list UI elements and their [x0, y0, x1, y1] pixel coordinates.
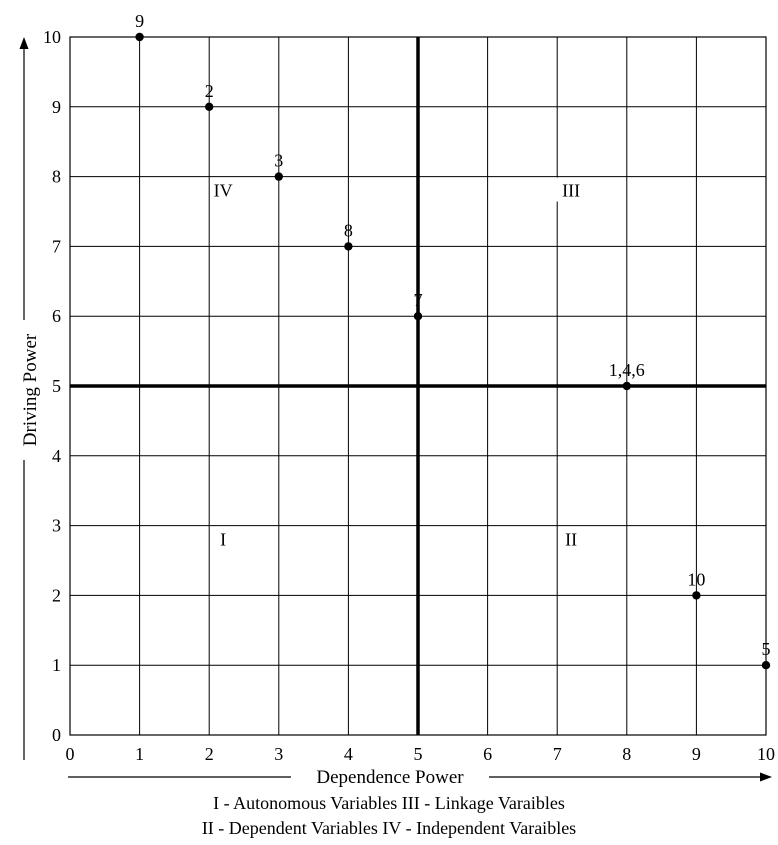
x-tick-label: 3 [274, 744, 283, 764]
x-tick-label: 4 [344, 744, 353, 764]
y-tick-label: 2 [52, 585, 61, 605]
legend-line-1: I - Autonomous Variables III - Linkage V… [0, 793, 778, 814]
x-tick-label: 9 [692, 744, 701, 764]
data-point-label: 3 [274, 151, 283, 171]
data-point [414, 312, 422, 320]
x-tick-label: 8 [622, 744, 631, 764]
y-tick-label: 5 [52, 376, 61, 396]
data-point [692, 591, 700, 599]
tick-labels: 0 1 2 3 4 5 6 7 8 9 10 0 1 2 3 4 5 6 7 8 9 10 [43, 27, 775, 764]
data-point-label: 8 [344, 220, 353, 240]
data-point [135, 33, 143, 41]
y-tick-label: 3 [52, 516, 61, 536]
data-point [205, 103, 213, 111]
x-tick-label: 5 [414, 744, 423, 764]
x-tick-label: 6 [483, 744, 492, 764]
x-tick-label: 2 [205, 744, 214, 764]
quadrant-label: II [565, 530, 577, 550]
x-axis-label: Dependence Power [316, 767, 464, 788]
y-tick-label: 6 [52, 306, 61, 326]
quadrant-label: I [220, 530, 226, 550]
x-tick-label: 10 [757, 744, 775, 764]
x-tick-label: 7 [553, 744, 562, 764]
y-tick-label: 7 [52, 236, 61, 256]
data-point-label: 10 [687, 569, 705, 589]
y-tick-label: 0 [52, 725, 61, 745]
y-tick-label: 8 [52, 167, 61, 187]
data-point-label: 5 [762, 639, 771, 659]
quadrant-label: IV [214, 181, 233, 201]
data-point-label: 7 [414, 290, 423, 310]
legend-line-2: II - Dependent Variables IV - Independen… [0, 818, 778, 839]
y-tick-label: 9 [52, 97, 61, 117]
x-tick-label: 1 [135, 744, 144, 764]
y-axis-arrowhead [20, 37, 29, 49]
axes: Dependence Power Driving Power [20, 37, 773, 788]
data-point [344, 242, 352, 250]
data-points: 9 2 3 8 7 1,4,6 10 5 [135, 11, 770, 669]
y-axis-label: Driving Power [20, 333, 41, 446]
y-tick-label: 1 [52, 655, 61, 675]
y-tick-label: 4 [52, 446, 61, 466]
data-point [762, 661, 770, 669]
x-axis-arrowhead [760, 773, 772, 782]
x-tick-label: 0 [66, 744, 75, 764]
data-point [623, 382, 631, 390]
quadrant-label: III [562, 181, 580, 201]
data-point [275, 172, 283, 180]
y-tick-label: 10 [43, 27, 61, 47]
data-point-label: 9 [135, 11, 144, 31]
data-point-label: 2 [205, 81, 214, 101]
data-point-label: 1,4,6 [609, 360, 645, 380]
